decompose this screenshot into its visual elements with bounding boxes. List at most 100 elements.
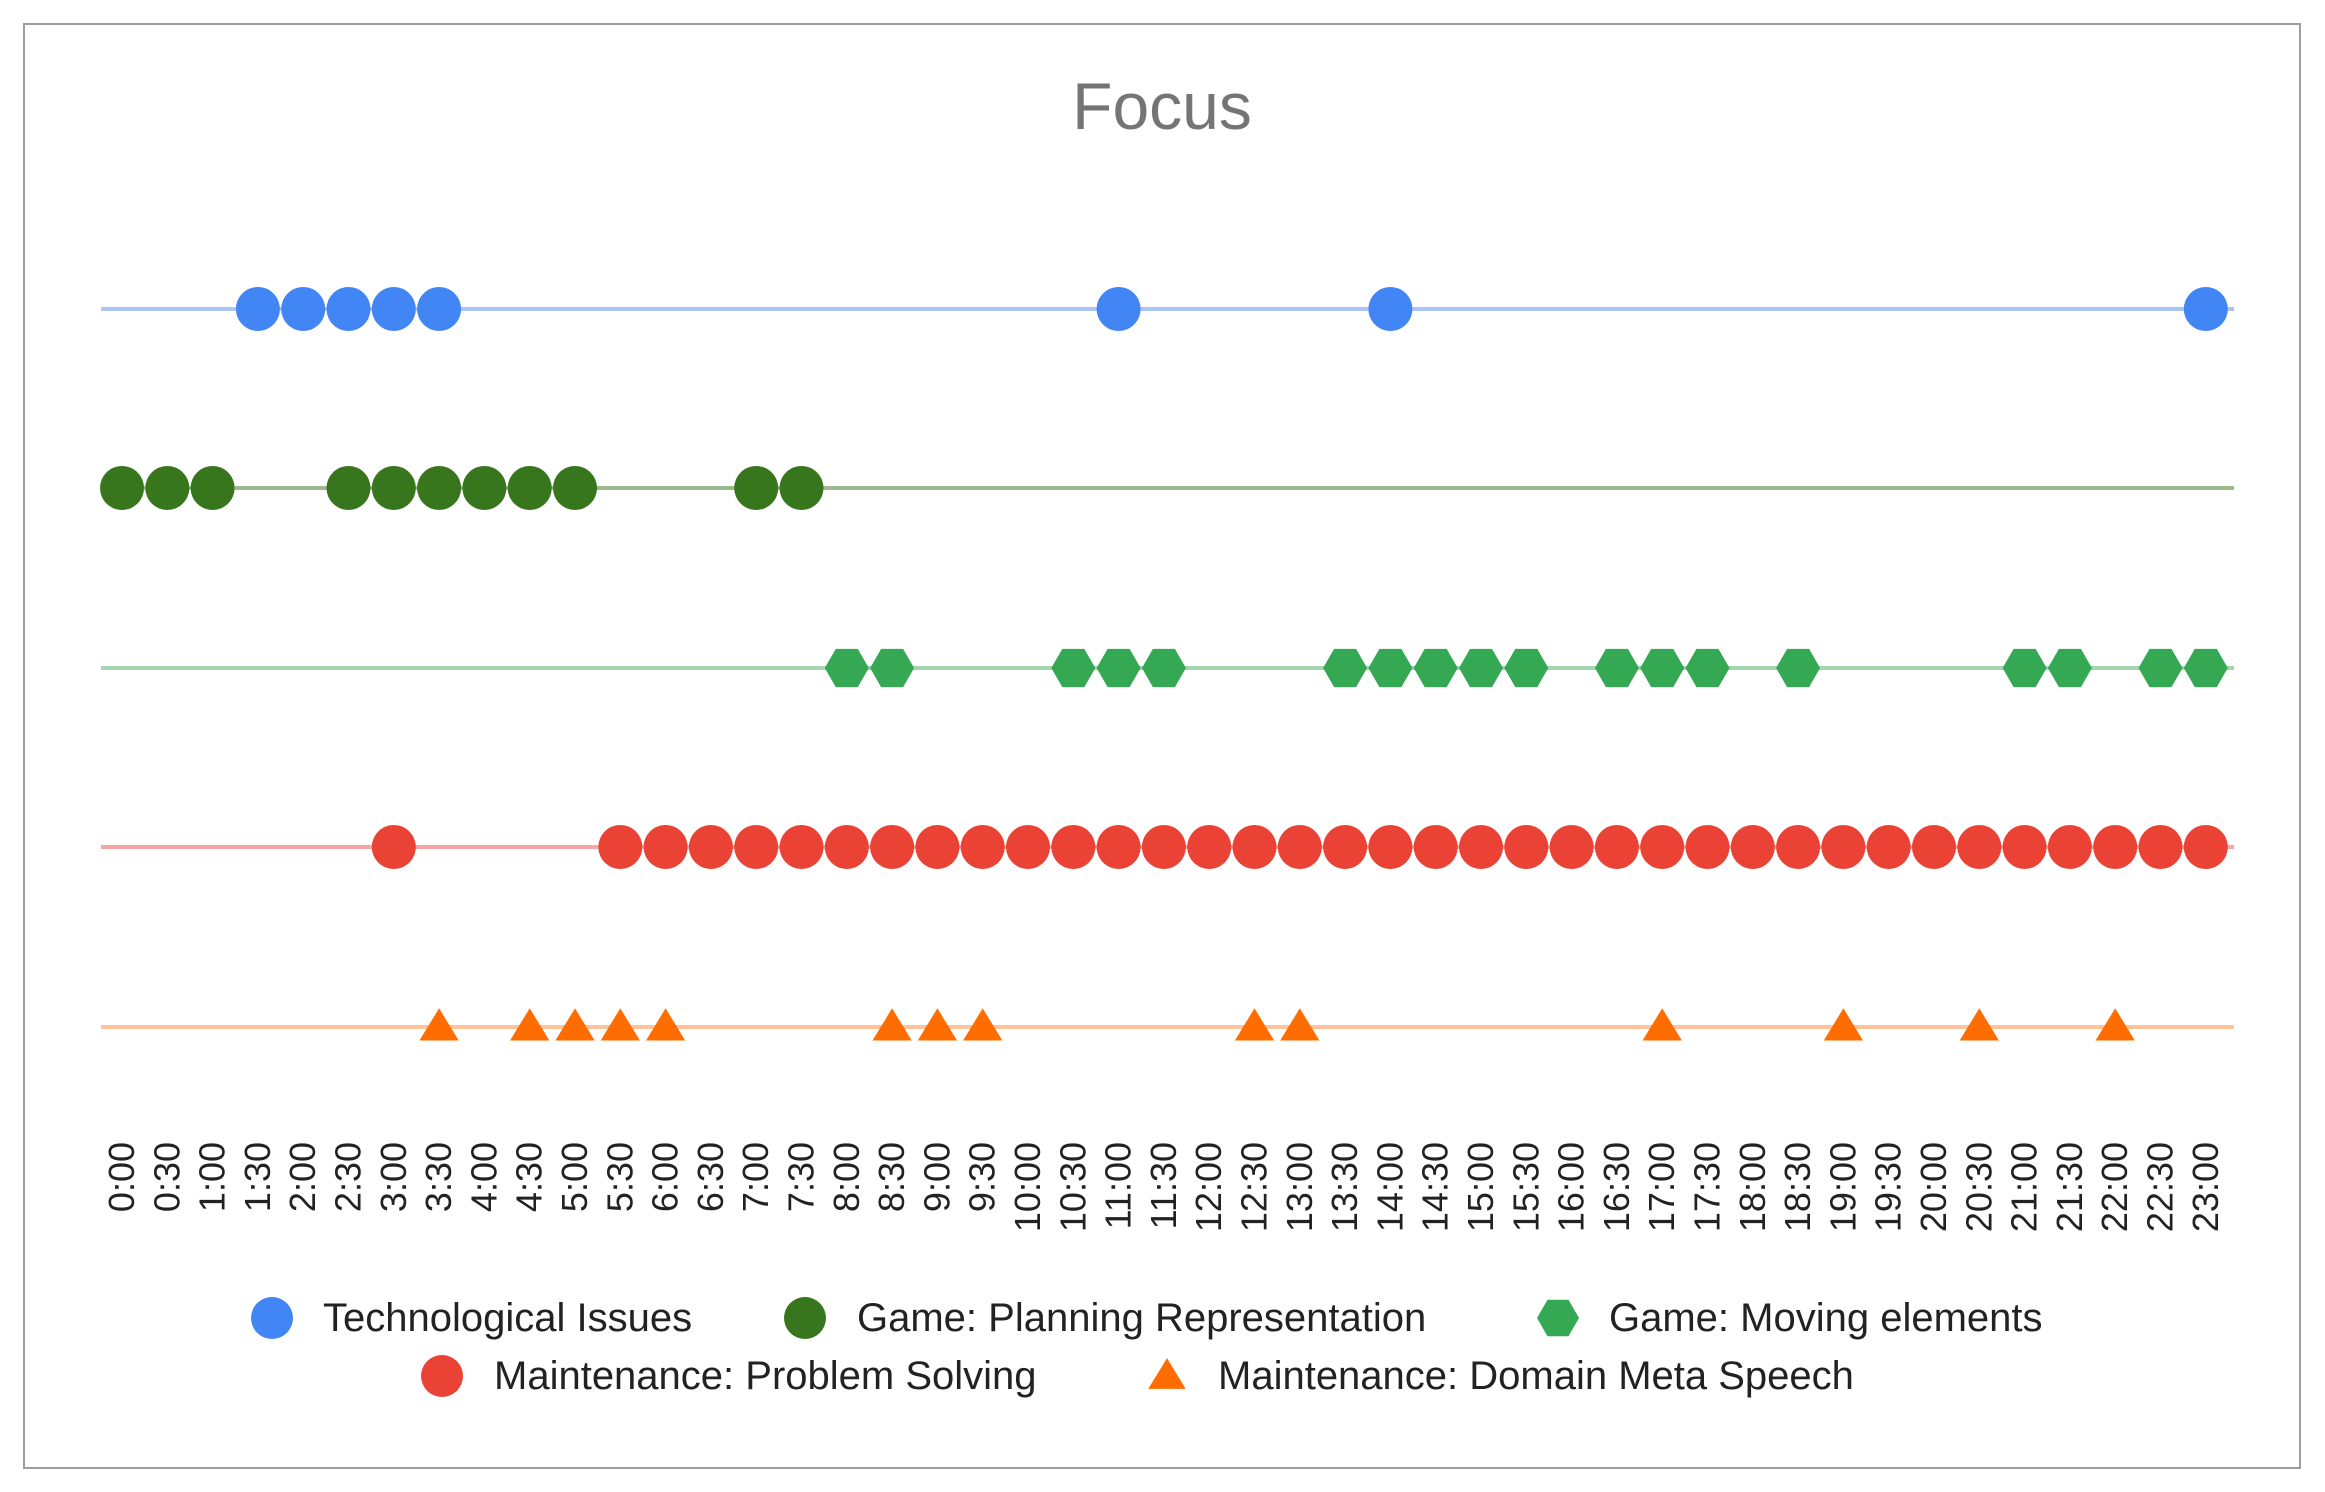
series-3-point [1640, 825, 1685, 869]
series-2-point [2183, 648, 2228, 688]
legend-item-0[interactable]: Technological Issues [251, 1296, 692, 1340]
series-4-point [872, 1008, 912, 1041]
x-tick-label: 8:30 [871, 1142, 912, 1212]
series-1-point [507, 466, 552, 510]
legend[interactable]: Technological Issues Game: Planning Repre… [251, 1296, 2043, 1398]
series-3-point [1187, 825, 1232, 869]
series-1-point [734, 466, 779, 510]
series-1-point [417, 466, 462, 510]
series-3-point [2093, 825, 2138, 869]
series-4-point [1642, 1008, 1682, 1041]
x-tick-label: 12:00 [1188, 1142, 1229, 1232]
series-3-point [1368, 825, 1413, 869]
legend-label: Technological Issues [323, 1296, 692, 1340]
x-tick-label: 4:00 [463, 1142, 504, 1212]
series-3-point [1504, 825, 1549, 869]
x-tick-label: 20:30 [1958, 1142, 1999, 1232]
x-tick-label: 9:00 [916, 1142, 957, 1212]
series-4-point [1280, 1008, 1320, 1041]
x-tick-label: 6:30 [690, 1142, 731, 1212]
legend-item-4[interactable]: Maintenance: Domain Meta Speech [1148, 1354, 1854, 1398]
series-0-point [281, 287, 326, 331]
x-tick-label: 15:00 [1460, 1142, 1501, 1232]
series-3-point [824, 825, 869, 869]
series-3-point [1866, 825, 1911, 869]
series-0 [101, 287, 2234, 331]
series-2-point [1051, 648, 1096, 688]
series-3-point [2047, 825, 2092, 869]
x-tick-label: 3:00 [373, 1142, 414, 1212]
series-3-point [1821, 825, 1866, 869]
series-4-point [1234, 1008, 1275, 1041]
series-2-point [824, 648, 869, 688]
series-4-point [555, 1008, 595, 1041]
series-2-point [1413, 648, 1458, 688]
series-2-point [1504, 648, 1549, 688]
series-1-point [462, 466, 507, 510]
legend-label: Maintenance: Problem Solving [494, 1354, 1037, 1398]
series-0-point [371, 287, 416, 331]
series-3-point [1141, 825, 1186, 869]
series-2-point [1459, 648, 1503, 688]
legend-item-1[interactable]: Game: Planning Representation [784, 1296, 1426, 1340]
x-tick-label: 7:00 [735, 1142, 776, 1212]
x-tick-label: 9:30 [962, 1142, 1003, 1212]
series-1-point [145, 466, 190, 510]
x-tick-label: 0:30 [146, 1142, 187, 1212]
series-2 [101, 648, 2234, 688]
series-2-point [870, 648, 915, 688]
x-tick-label: 18:00 [1732, 1142, 1773, 1232]
series-3-point [870, 825, 915, 869]
x-tick-label: 5:00 [554, 1142, 595, 1212]
series-4 [101, 1008, 2234, 1041]
x-tick-label: 12:30 [1234, 1142, 1275, 1232]
series-0-point [1096, 287, 1141, 331]
chart-frame: Focus 0:00 0:30 1:00 1:30 2:00 2:30 3:00 3:30 4:… [23, 23, 2301, 1469]
series-2-point [1141, 648, 1186, 688]
series-3-point [1957, 825, 2002, 869]
series-4-point [1959, 1008, 1999, 1041]
series-2-point [1368, 648, 1413, 688]
series-3-point [688, 825, 733, 869]
series-0-point [417, 287, 462, 331]
series-3-point [1413, 825, 1458, 869]
series-2-point [2002, 648, 2047, 688]
series-2-point [1594, 648, 1639, 688]
x-tick-label: 21:00 [2004, 1142, 2045, 1232]
series-1-point [190, 466, 235, 510]
x-tick-label: 22:00 [2094, 1142, 2135, 1232]
x-tick-label: 22:30 [2140, 1142, 2181, 1232]
legend-item-3[interactable]: Maintenance: Problem Solving [421, 1354, 1037, 1398]
series-2-point [1640, 648, 1685, 688]
series-2-point [1776, 648, 1821, 688]
series-4-point [1823, 1008, 1864, 1041]
x-tick-label: 14:30 [1415, 1142, 1456, 1232]
x-tick-label: 19:30 [1868, 1142, 1909, 1232]
series-0-point [326, 287, 371, 331]
legend-label: Game: Moving elements [1609, 1296, 2043, 1340]
series-3-point [1006, 825, 1050, 869]
x-tick-label: 8:00 [826, 1142, 867, 1212]
series-layer [100, 287, 2234, 1041]
x-tick-label: 13:30 [1324, 1142, 1365, 1232]
legend-item-2[interactable]: Game: Moving elements [1537, 1296, 2043, 1340]
legend-marker [1537, 1299, 1579, 1337]
x-tick-label: 16:30 [1596, 1142, 1637, 1232]
series-4-point [2095, 1008, 2135, 1041]
x-tick-label: 7:30 [781, 1142, 822, 1212]
series-3-point [1096, 825, 1141, 869]
series-3-point [1459, 825, 1503, 869]
series-1-point [326, 466, 371, 510]
series-3 [101, 825, 2234, 869]
x-tick-label: 3:30 [418, 1142, 459, 1212]
x-tick-label: 14:00 [1369, 1142, 1410, 1232]
x-tick-label: 10:30 [1052, 1142, 1093, 1232]
chart-svg: Focus 0:00 0:30 1:00 1:30 2:00 2:30 3:00 3:30 4:… [100, 69, 2234, 1398]
series-3-point [1051, 825, 1096, 869]
chart-title: Focus [1072, 69, 1252, 143]
series-3-point [779, 825, 824, 869]
x-tick-label: 17:30 [1687, 1142, 1728, 1232]
x-tick-label: 16:00 [1551, 1142, 1592, 1232]
x-tick-label: 1:30 [237, 1142, 278, 1212]
series-3-point [734, 825, 779, 869]
